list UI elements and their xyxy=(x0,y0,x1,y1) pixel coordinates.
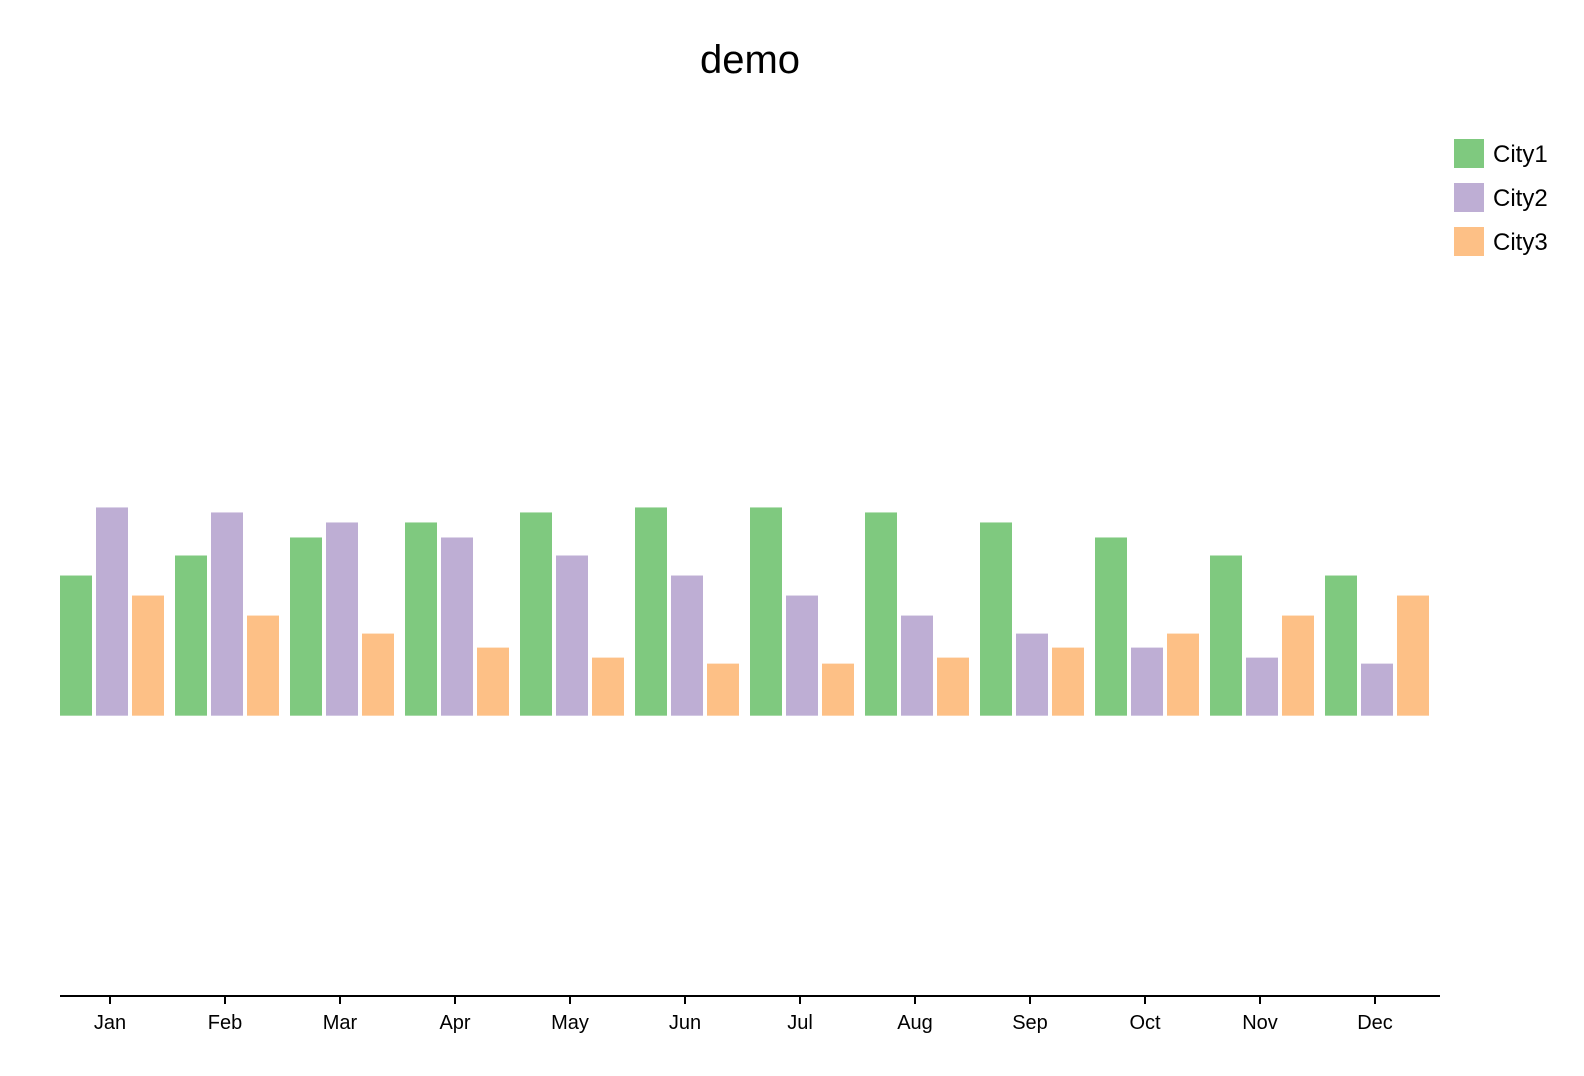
bar-city2-feb xyxy=(211,512,243,716)
bar-city1-dec xyxy=(1325,575,1357,716)
chart-title: demo xyxy=(699,38,801,82)
x-tick-label: May xyxy=(551,1012,589,1034)
legend-swatch-city1 xyxy=(1454,139,1484,168)
x-tick-label: Apr xyxy=(439,1012,470,1034)
bar-city3-jun xyxy=(707,663,739,716)
legend-swatch-city3 xyxy=(1454,227,1484,256)
bar-city3-dec xyxy=(1397,595,1429,716)
x-tick-label: Sep xyxy=(1012,1012,1048,1034)
bar-city1-aug xyxy=(865,512,897,716)
bar-city1-oct xyxy=(1095,537,1127,716)
bar-city3-jan xyxy=(132,595,164,716)
bar-city1-jan xyxy=(60,575,92,716)
bar-city2-apr xyxy=(441,537,473,716)
bar-city3-oct xyxy=(1167,633,1199,716)
bar-city2-jul xyxy=(786,595,818,716)
bar-city1-jul xyxy=(750,507,782,716)
bar-city1-sep xyxy=(980,522,1012,716)
x-tick-label: Mar xyxy=(323,1012,358,1034)
bar-city1-may xyxy=(520,512,552,716)
legend-label-city3: City3 xyxy=(1493,229,1548,256)
x-tick-label: Jan xyxy=(94,1012,126,1034)
legend: City1 City2 City3 xyxy=(1454,139,1548,256)
x-tick-label: Jun xyxy=(669,1012,701,1034)
x-axis: Jan Feb Mar Apr May Jun Jul Aug Sep Oct Nov Dec xyxy=(60,995,1440,1034)
bar-city3-feb xyxy=(247,615,279,716)
x-tick-label: Dec xyxy=(1357,1012,1393,1034)
bar-city3-nov xyxy=(1282,615,1314,716)
bar-city1-nov xyxy=(1210,555,1242,716)
bar-city1-feb xyxy=(175,555,207,716)
bar-city2-may xyxy=(556,555,588,716)
bar-city3-mar xyxy=(362,633,394,716)
x-tick-label: Feb xyxy=(208,1012,242,1034)
legend-swatch-city2 xyxy=(1454,183,1484,212)
bar-city2-oct xyxy=(1131,647,1163,716)
bar-city2-aug xyxy=(901,615,933,716)
x-tick-label: Nov xyxy=(1242,1012,1278,1034)
legend-label-city1: City1 xyxy=(1493,141,1548,168)
x-tick-label: Oct xyxy=(1129,1012,1161,1034)
bar-city3-jul xyxy=(822,663,854,716)
bar-city2-dec xyxy=(1361,663,1393,716)
legend-label-city2: City2 xyxy=(1493,185,1548,212)
x-tick-label: Aug xyxy=(897,1012,933,1034)
bar-city2-jun xyxy=(671,575,703,716)
bars-group xyxy=(60,507,1429,716)
bar-city1-apr xyxy=(405,522,437,716)
bar-city3-aug xyxy=(937,657,969,716)
bar-city3-apr xyxy=(477,647,509,716)
bar-city2-sep xyxy=(1016,633,1048,716)
bar-city2-jan xyxy=(96,507,128,716)
bar-city1-jun xyxy=(635,507,667,716)
x-tick-label: Jul xyxy=(787,1012,813,1034)
bar-city3-sep xyxy=(1052,647,1084,716)
bar-city2-mar xyxy=(326,522,358,716)
bar-city3-may xyxy=(592,657,624,716)
bar-city2-nov xyxy=(1246,657,1278,716)
bar-city1-mar xyxy=(290,537,322,716)
